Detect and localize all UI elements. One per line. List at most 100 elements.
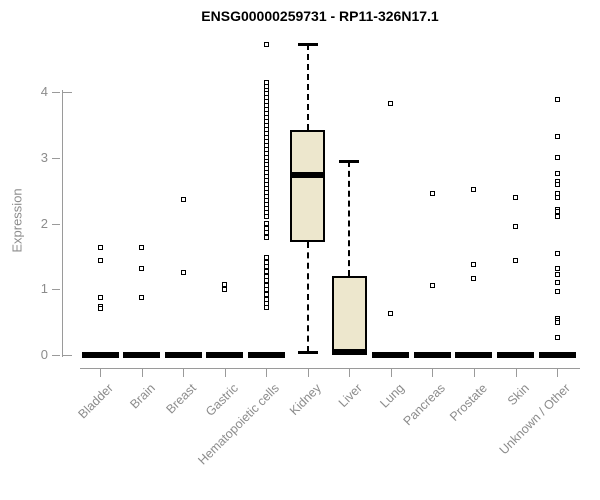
outlier-point — [388, 100, 394, 106]
x-tick — [473, 368, 475, 377]
outlier-point — [554, 334, 560, 340]
upper-whisker — [306, 44, 309, 131]
outlier-point — [263, 259, 269, 265]
outlier-point — [554, 265, 560, 271]
outlier-point — [263, 264, 269, 270]
outlier-point — [554, 96, 560, 102]
outlier-point — [471, 186, 477, 192]
outlier-point — [471, 275, 477, 281]
outlier-point — [180, 270, 186, 276]
zero-bar — [455, 352, 493, 358]
outlier-point — [429, 283, 435, 289]
outlier-point — [554, 181, 560, 187]
y-tick-label: 4 — [40, 84, 48, 99]
zero-bar — [206, 352, 244, 358]
x-tick — [557, 368, 559, 377]
outlier-point — [513, 223, 518, 229]
outlier-point — [263, 287, 269, 293]
outlier-point — [139, 244, 145, 250]
outlier-point — [554, 320, 560, 326]
outlier-point — [263, 278, 269, 284]
outlier-point — [554, 213, 560, 219]
lower-whisker-cap — [297, 350, 318, 354]
outlier-point — [263, 268, 269, 274]
x-tick — [432, 368, 434, 377]
x-tick — [390, 368, 392, 377]
outlier-point — [513, 195, 518, 201]
outlier-point — [139, 294, 145, 300]
outlier-point — [429, 191, 435, 197]
upper-whisker — [348, 161, 351, 277]
upper-whisker-cap — [297, 43, 318, 46]
median-line — [290, 171, 326, 178]
outlier-point — [388, 311, 394, 317]
outlier-point — [263, 296, 269, 302]
outlier-point — [180, 196, 186, 202]
box-kidney — [290, 130, 326, 242]
y-tick — [52, 355, 60, 356]
x-tick — [141, 368, 143, 377]
lower-whisker — [306, 241, 309, 352]
outlier-point — [263, 282, 269, 288]
outlier-point — [554, 288, 560, 294]
outlier-point — [471, 262, 477, 268]
y-axis-line — [62, 90, 63, 357]
outlier-point — [554, 272, 560, 278]
outlier-point — [554, 209, 560, 215]
outlier-point — [263, 225, 269, 231]
y-tick — [52, 92, 60, 93]
outlier-point — [554, 250, 560, 256]
outlier-point — [139, 266, 145, 272]
outlier-point — [554, 134, 560, 140]
outlier-point — [263, 305, 269, 311]
outlier-point — [263, 255, 269, 261]
box-liver — [331, 276, 367, 354]
outlier-point — [97, 244, 103, 250]
zero-bar — [81, 352, 119, 358]
outlier-point — [222, 282, 228, 288]
x-tick — [266, 368, 268, 377]
outlier-point — [97, 257, 103, 263]
chart-title: ENSG00000259731 - RP11-326N17.1 — [201, 8, 439, 24]
x-tick — [183, 368, 185, 377]
zero-bar — [538, 352, 576, 358]
outlier-point — [554, 171, 560, 177]
x-tick — [224, 368, 226, 377]
y-tick — [52, 223, 60, 225]
x-tick — [515, 368, 517, 377]
outlier-point — [554, 155, 560, 161]
outlier-point — [263, 213, 269, 219]
outlier-point — [263, 273, 269, 279]
outlier-point — [263, 234, 269, 240]
y-tick — [52, 157, 60, 159]
y-tick-label: 0 — [40, 347, 48, 362]
outlier-point — [554, 195, 560, 201]
zero-bar — [247, 352, 285, 358]
outlier-point — [263, 42, 269, 48]
outlier-point — [263, 292, 269, 297]
outlier-point — [97, 294, 103, 300]
x-tick — [349, 368, 351, 377]
x-axis-line — [80, 368, 580, 369]
y-axis-top-cap — [62, 92, 72, 93]
median-line — [331, 348, 367, 355]
y-tick-label: 3 — [40, 149, 48, 165]
y-tick-label: 2 — [40, 215, 48, 231]
outlier-point — [513, 258, 518, 264]
y-tick-label: 1 — [40, 281, 48, 297]
outlier-point — [97, 306, 103, 312]
zero-bar — [164, 352, 202, 358]
x-tick — [100, 368, 101, 377]
y-axis-bottom-cap — [62, 355, 72, 356]
x-tick — [307, 368, 309, 377]
upper-whisker-cap — [339, 160, 360, 164]
zero-bar — [497, 352, 534, 358]
zero-bar — [413, 352, 451, 358]
y-tick — [52, 289, 60, 291]
outlier-point — [222, 286, 228, 292]
outlier-point — [554, 280, 560, 286]
zero-bar — [372, 352, 410, 358]
outlier-point — [263, 221, 269, 226]
zero-bar — [123, 352, 161, 358]
